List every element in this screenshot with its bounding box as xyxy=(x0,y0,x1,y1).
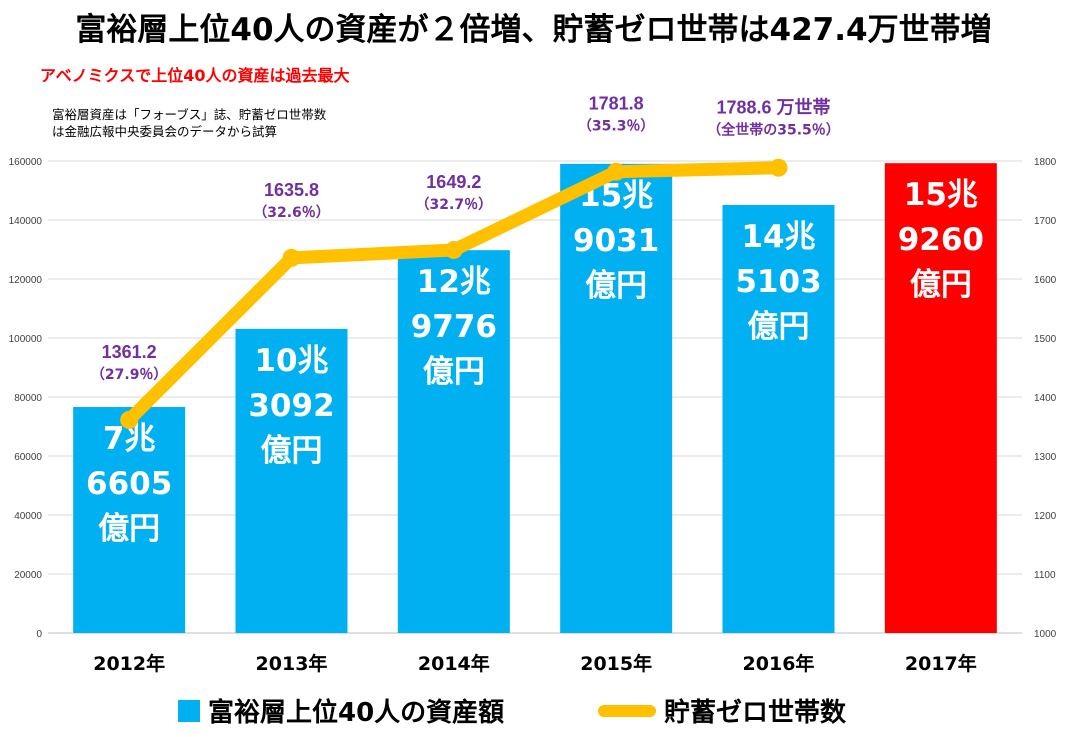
bar-value-label: 億円 xyxy=(261,433,323,469)
x-tick-label: 2014年 xyxy=(418,652,490,675)
y-right-tick-label: 1800 xyxy=(1034,157,1057,168)
y-left-tick-label: 140000 xyxy=(9,216,43,227)
y-left-tick-label: 100000 xyxy=(9,334,43,345)
y-right-tick-label: 1300 xyxy=(1034,452,1057,463)
chart-title: 富裕層上位40人の資産が２倍増、貯蓄ゼロ世帯は427.4万世帯増 xyxy=(75,12,992,48)
bar xyxy=(397,250,510,633)
bar-highlight xyxy=(884,163,997,634)
x-tick-label: 2017年 xyxy=(905,652,977,675)
source-note: 富裕層資産は「フォーブス」誌、貯蓄ゼロ世帯数 は金融広報中央委員会のデータから試… xyxy=(52,106,326,140)
y-left-tick-label: 120000 xyxy=(9,275,43,286)
y-left-tick-label: 0 xyxy=(36,629,42,640)
legend-bar-label: 富裕層上位40人の資産額 xyxy=(208,698,505,728)
source-note-line: 富裕層資産は「フォーブス」誌、貯蓄ゼロ世帯数 xyxy=(52,107,327,122)
line-value-label: 1781.8 xyxy=(589,94,644,114)
line-point xyxy=(444,240,463,259)
bar-value-label: 億円 xyxy=(910,267,972,303)
y-right-tick-label: 1600 xyxy=(1034,275,1057,286)
line-share-label: （32.6％） xyxy=(253,205,330,221)
bar-value-label: 9260 xyxy=(898,222,984,258)
chart-subtitle: アベノミクスで上位40人の資産は過去最大 xyxy=(40,66,350,85)
y-right-tick-label: 1200 xyxy=(1034,511,1057,522)
y-left-tick-label: 40000 xyxy=(14,511,42,522)
bar-value-label: 9776 xyxy=(411,309,497,345)
bar xyxy=(560,163,673,633)
line-value-label: 1361.2 xyxy=(102,342,157,362)
legend-line-swatch xyxy=(598,704,656,717)
legend-bars: 富裕層上位40人の資産額 xyxy=(178,692,504,729)
line-share-label: （全世帯の35.5％） xyxy=(707,122,840,139)
bar-value-label: 9031 xyxy=(573,223,659,259)
line-point xyxy=(769,158,788,177)
y-left-tick-label: 20000 xyxy=(14,570,42,581)
y-right-tick-label: 1700 xyxy=(1034,216,1057,227)
y-right-tick-label: 1100 xyxy=(1034,570,1056,581)
line-share-label: （27.9％） xyxy=(91,367,168,383)
y-right-tick-label: 1400 xyxy=(1034,393,1057,404)
line-value-label: 1635.8 xyxy=(264,180,319,200)
line-value-label: 1649.2 xyxy=(426,172,481,192)
y-right-tick-label: 1500 xyxy=(1034,334,1057,345)
bar-value-label: 12兆 xyxy=(417,264,491,300)
line-point xyxy=(120,410,139,429)
bar-value-label: 3092 xyxy=(248,388,334,424)
y-left-tick-label: 80000 xyxy=(14,393,42,404)
y-right-tick-label: 1000 xyxy=(1034,629,1057,640)
bar-value-label: 6605 xyxy=(86,466,172,502)
bar-value-label: 億円 xyxy=(98,511,160,547)
y-left-tick-label: 60000 xyxy=(14,452,42,463)
bar-value-label: 15兆 xyxy=(904,177,978,213)
line-value-label: 1788.6 万世帯 xyxy=(716,97,830,118)
line-share-label: （32.7％） xyxy=(416,197,493,213)
x-tick-label: 2013年 xyxy=(256,652,328,675)
bar xyxy=(722,204,835,633)
x-tick-label: 2012年 xyxy=(93,652,165,675)
x-tick-label: 2016年 xyxy=(743,652,815,675)
bar-value-label: 億円 xyxy=(748,309,810,345)
bar-value-label: 億円 xyxy=(423,354,485,390)
legend-line-label: 貯蓄ゼロ世帯数 xyxy=(664,698,847,728)
source-note-line: は金融広報中央委員会のデータから試算 xyxy=(52,124,278,139)
line-share-label: （35.3％） xyxy=(578,119,655,135)
bar-value-label: 5103 xyxy=(735,264,821,300)
line-point xyxy=(282,248,301,267)
bar-value-label: 億円 xyxy=(585,268,647,304)
bar-value-label: 10兆 xyxy=(254,343,328,379)
bar xyxy=(73,407,186,633)
bar xyxy=(235,328,348,633)
x-tick-label: 2015年 xyxy=(580,652,652,675)
line-point xyxy=(607,162,626,181)
y-left-tick-label: 160000 xyxy=(9,157,43,168)
legend-line: 貯蓄ゼロ世帯数 xyxy=(598,692,846,729)
legend-bar-swatch xyxy=(178,699,200,722)
bar-value-label: 14兆 xyxy=(741,219,815,255)
